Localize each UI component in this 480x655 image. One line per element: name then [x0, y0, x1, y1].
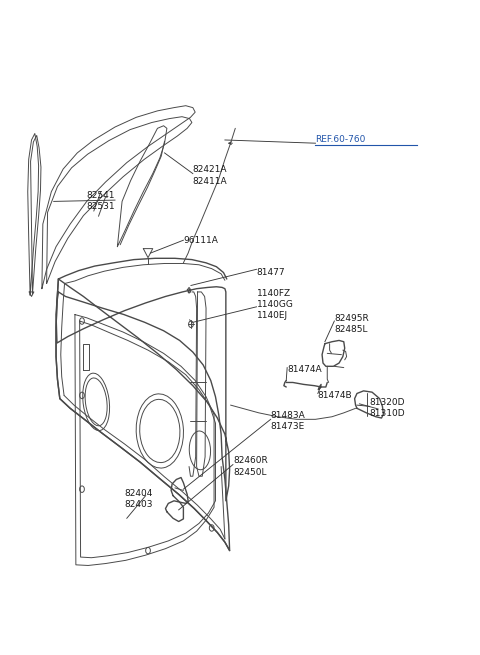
Text: 82541
82531: 82541 82531	[87, 191, 115, 212]
Text: REF.60-760: REF.60-760	[315, 136, 366, 145]
Text: 82460R
82450L: 82460R 82450L	[233, 457, 268, 477]
Text: 96111A: 96111A	[183, 236, 218, 245]
Text: 81320D
81310D: 81320D 81310D	[370, 398, 405, 419]
Text: 81483A
81473E: 81483A 81473E	[271, 411, 305, 431]
Text: 82421A
82411A: 82421A 82411A	[193, 166, 228, 185]
Text: 81474A: 81474A	[287, 365, 322, 374]
Text: 1140FZ
1140GG
1140EJ: 1140FZ 1140GG 1140EJ	[256, 290, 293, 320]
Text: 81474B: 81474B	[318, 391, 352, 400]
Text: 81477: 81477	[256, 268, 285, 277]
Text: 82404
82403: 82404 82403	[124, 489, 153, 509]
Text: 82495R
82485L: 82495R 82485L	[335, 314, 369, 334]
